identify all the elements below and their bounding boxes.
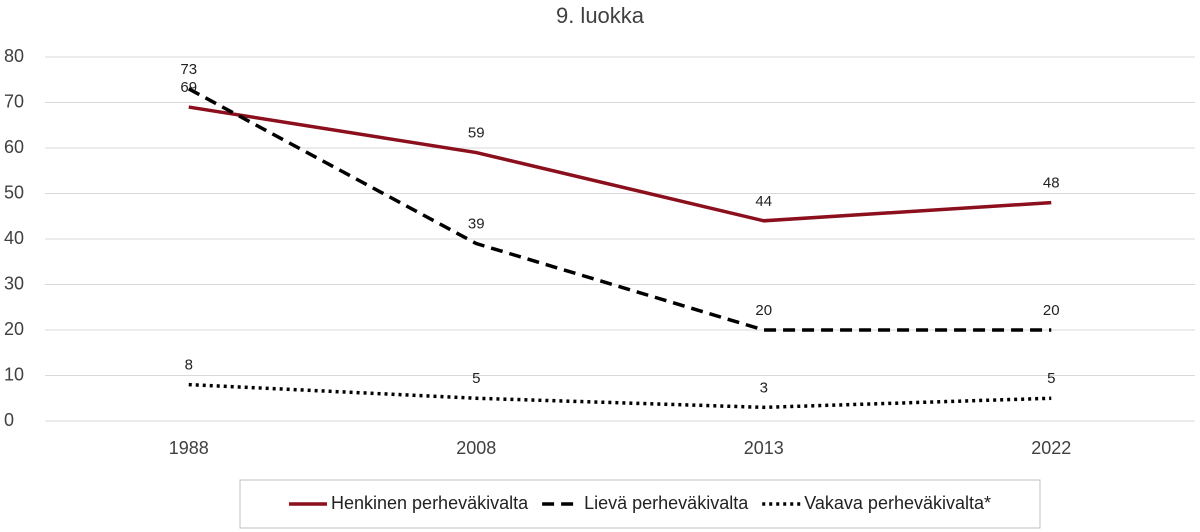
y-tick-label: 40 xyxy=(4,228,24,248)
data-label: 44 xyxy=(755,193,772,210)
series-line xyxy=(188,105,1052,223)
x-tick-label: 1988 xyxy=(169,438,209,458)
y-tick-label: 80 xyxy=(4,46,24,66)
series-line xyxy=(188,382,1052,410)
chart-title: 9. luokka xyxy=(556,3,645,28)
legend-box xyxy=(239,479,1041,529)
legend-label: Lievä perheväkivalta xyxy=(584,493,749,513)
data-label: 20 xyxy=(1043,302,1060,319)
data-label: 8 xyxy=(185,357,193,374)
y-tick-label: 50 xyxy=(4,182,24,202)
legend: Henkinen perheväkivalta Lievä perheväkiva… xyxy=(288,493,991,513)
data-label: 48 xyxy=(1043,175,1060,192)
data-label: 20 xyxy=(755,302,772,319)
y-tick-label: 20 xyxy=(4,319,24,339)
y-tick-label: 30 xyxy=(4,273,24,293)
y-tick-label: 0 xyxy=(4,410,14,430)
x-tick-label: 2013 xyxy=(744,438,784,458)
x-tick-label: 2008 xyxy=(456,438,496,458)
y-tick-label: 70 xyxy=(4,91,24,111)
data-label: 73 xyxy=(180,61,197,78)
data-label: 5 xyxy=(472,370,480,387)
series-line xyxy=(187,87,1052,332)
legend-label: Henkinen perheväkivalta xyxy=(331,493,529,513)
data-label: 59 xyxy=(468,125,485,142)
data-label: 39 xyxy=(468,216,485,233)
legend-label: Vakava perheväkivalta* xyxy=(804,493,991,513)
y-tick-label: 60 xyxy=(4,137,24,157)
x-tick-label: 2022 xyxy=(1031,438,1071,458)
data-label: 5 xyxy=(1047,370,1055,387)
y-tick-label: 10 xyxy=(4,364,24,384)
data-label: 3 xyxy=(760,379,768,396)
